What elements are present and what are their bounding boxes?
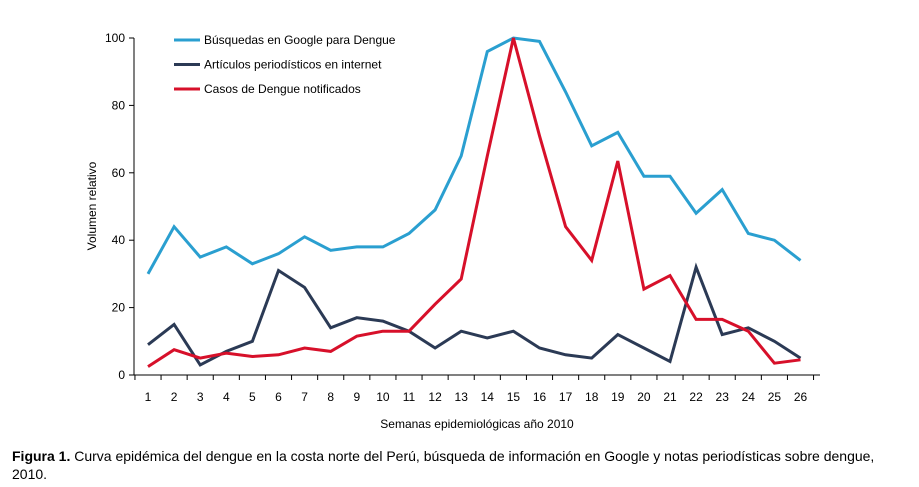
x-tick-label: 13 <box>455 390 469 404</box>
axes <box>133 38 820 376</box>
x-axis-title: Semanas epidemiológicas año 2010 <box>380 417 574 431</box>
x-ticks: 1 2 3 4 5 6 7 8 9 10 11 12 13 14 15 16 17 18 19 20 21 22 23 24 2… <box>134 375 815 404</box>
legend-label-1: Artículos periodísticos en internet <box>204 58 382 72</box>
x-tick-label: 4 <box>223 390 230 404</box>
y-tick-label: 20 <box>112 301 126 315</box>
y-tick-label: 100 <box>105 31 125 45</box>
x-tick-label: 2 <box>171 390 178 404</box>
caption-text: Curva epidémica del dengue en la costa n… <box>12 448 875 482</box>
x-tick-label: 7 <box>301 390 308 404</box>
caption-label: Figura 1. <box>12 448 71 464</box>
series-line-1 <box>147 262 802 367</box>
legend-label-2: Casos de Dengue notificados <box>204 82 361 96</box>
y-ticks: 0 20 40 60 80 100 <box>105 31 134 382</box>
x-tick-label: 25 <box>768 390 782 404</box>
x-tick-label: 15 <box>507 390 521 404</box>
x-tick-label: 10 <box>376 390 390 404</box>
x-tick-label: 19 <box>611 390 625 404</box>
x-tick-label: 21 <box>663 390 677 404</box>
x-tick-label: 3 <box>197 390 204 404</box>
x-tick-label: 22 <box>689 390 703 404</box>
x-tick-label: 16 <box>533 390 547 404</box>
x-tick-label: 17 <box>559 390 573 404</box>
y-axis-title: Volumen relativo <box>85 161 99 250</box>
x-tick-label: 8 <box>327 390 334 404</box>
series-line-2 <box>147 37 801 368</box>
x-tick-label: 1 <box>145 390 152 404</box>
x-tick-label: 23 <box>716 390 730 404</box>
series-line-0 <box>146 36 802 275</box>
x-tick-label: 11 <box>403 390 416 404</box>
y-tick-label: 60 <box>112 166 126 180</box>
x-tick-label: 26 <box>794 390 808 404</box>
x-tick-label: 6 <box>275 390 282 404</box>
x-tick-label: 20 <box>637 390 651 404</box>
x-tick-label: 14 <box>481 390 495 404</box>
y-tick-label: 40 <box>112 233 126 247</box>
x-tick-label: 24 <box>742 390 756 404</box>
legend-label-0: Búsquedas en Google para Dengue <box>204 33 396 47</box>
y-tick-label: 0 <box>118 368 125 382</box>
x-tick-label: 18 <box>585 390 599 404</box>
x-tick-label: 12 <box>428 390 442 404</box>
x-tick-label: 9 <box>353 390 360 404</box>
series-lines <box>146 36 802 368</box>
y-tick-label: 80 <box>112 98 126 112</box>
legend: Búsquedas en Google para Dengue Artículos… <box>174 33 396 96</box>
x-tick-label: 5 <box>249 390 256 404</box>
figure-caption: Figura 1. Curva epidémica del dengue en … <box>12 447 912 483</box>
